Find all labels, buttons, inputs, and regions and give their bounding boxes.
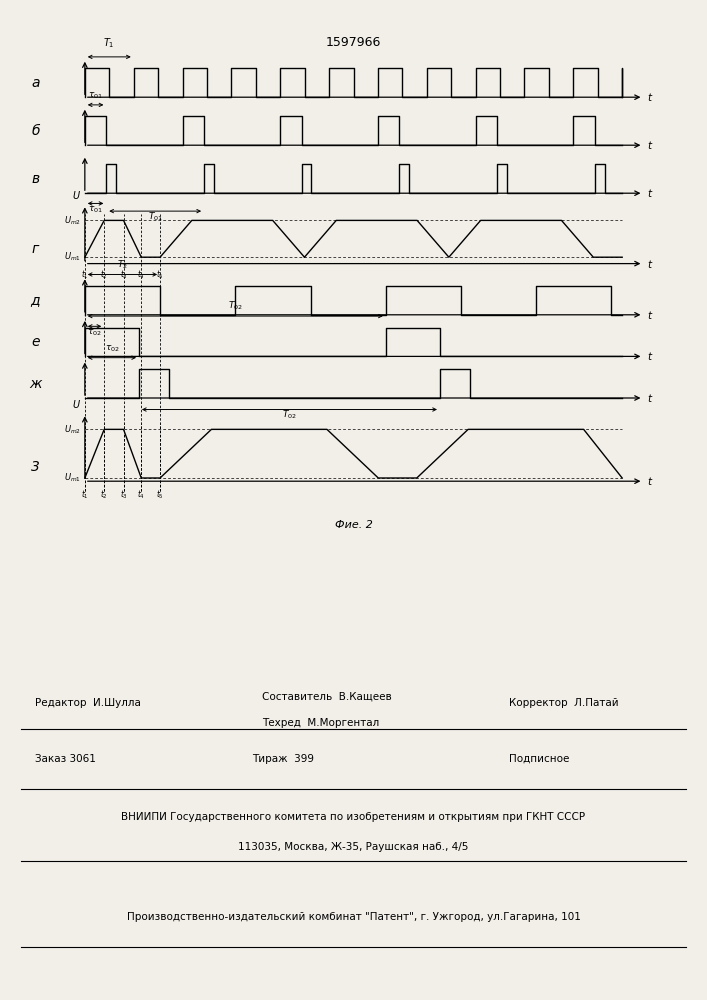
Text: Фие. 2: Фие. 2 (334, 520, 373, 530)
Text: $t_2$: $t_2$ (100, 269, 108, 281)
Text: $T_1$: $T_1$ (103, 37, 115, 50)
Text: $\tau_{01}$: $\tau_{01}$ (88, 204, 103, 215)
Text: а: а (31, 76, 40, 90)
Text: $t_4$: $t_4$ (137, 489, 145, 501)
Text: $U$: $U$ (72, 189, 81, 201)
Text: Тираж  399: Тираж 399 (252, 754, 314, 764)
Text: $t$: $t$ (647, 350, 653, 362)
Text: Редактор  И.Шулла: Редактор И.Шулла (35, 698, 141, 708)
Text: $t$: $t$ (647, 187, 653, 199)
Text: $\tau_{02}$: $\tau_{02}$ (87, 327, 102, 338)
Text: $t_5$: $t_5$ (156, 489, 164, 501)
Text: Подписное: Подписное (509, 754, 569, 764)
Text: 113035, Москва, Ж-35, Раушская наб., 4/5: 113035, Москва, Ж-35, Раушская наб., 4/5 (238, 842, 469, 852)
Text: $t_2$: $t_2$ (100, 489, 108, 501)
Text: 1597966: 1597966 (326, 36, 381, 49)
Text: $U$: $U$ (72, 398, 81, 410)
Text: $\tau_{02}$: $\tau_{02}$ (105, 343, 119, 354)
Text: $T_{02}$: $T_{02}$ (228, 300, 243, 312)
Text: ж: ж (29, 377, 42, 391)
Text: 3: 3 (31, 460, 40, 474)
Text: Производственно-издательский комбинат "Патент", г. Ужгород, ул.Гагарина, 101: Производственно-издательский комбинат "П… (127, 912, 580, 922)
Text: $t_5$: $t_5$ (156, 269, 164, 281)
Text: д: д (30, 293, 40, 307)
Text: $t_1$: $t_1$ (81, 269, 89, 281)
Text: $t$: $t$ (647, 139, 653, 151)
Text: $t_3$: $t_3$ (119, 489, 127, 501)
Text: Заказ 3061: Заказ 3061 (35, 754, 96, 764)
Text: Составитель  В.Кащеев: Составитель В.Кащеев (262, 691, 392, 701)
Text: $U_{m1}$: $U_{m1}$ (64, 472, 81, 484)
Text: $t$: $t$ (647, 475, 653, 487)
Text: $U_{m1}$: $U_{m1}$ (64, 251, 81, 263)
Text: $t$: $t$ (647, 258, 653, 270)
Text: г: г (32, 242, 39, 256)
Text: $T_2$: $T_2$ (117, 258, 128, 271)
Text: в: в (31, 172, 40, 186)
Text: $T_{02}$: $T_{02}$ (282, 409, 297, 421)
Text: Корректор  Л.Патай: Корректор Л.Патай (509, 698, 619, 708)
Text: б: б (31, 124, 40, 138)
Text: $U_{m2}$: $U_{m2}$ (64, 214, 81, 227)
Text: е: е (31, 335, 40, 349)
Text: $\tau_{01}$: $\tau_{01}$ (88, 91, 103, 101)
Text: $U_{m2}$: $U_{m2}$ (64, 423, 81, 436)
Text: $t$: $t$ (647, 309, 653, 321)
Text: $t$: $t$ (647, 392, 653, 404)
Text: $t_3$: $t_3$ (119, 269, 127, 281)
Text: $t_1$: $t_1$ (81, 489, 89, 501)
Text: $T_{01}$: $T_{01}$ (148, 210, 163, 223)
Text: $t_4$: $t_4$ (137, 269, 145, 281)
Text: ВНИИПИ Государственного комитета по изобретениям и открытиям при ГКНТ СССР: ВНИИПИ Государственного комитета по изоб… (122, 812, 585, 822)
Text: $t$: $t$ (647, 91, 653, 103)
Text: Техред  М.Моргентал: Техред М.Моргентал (262, 718, 379, 728)
